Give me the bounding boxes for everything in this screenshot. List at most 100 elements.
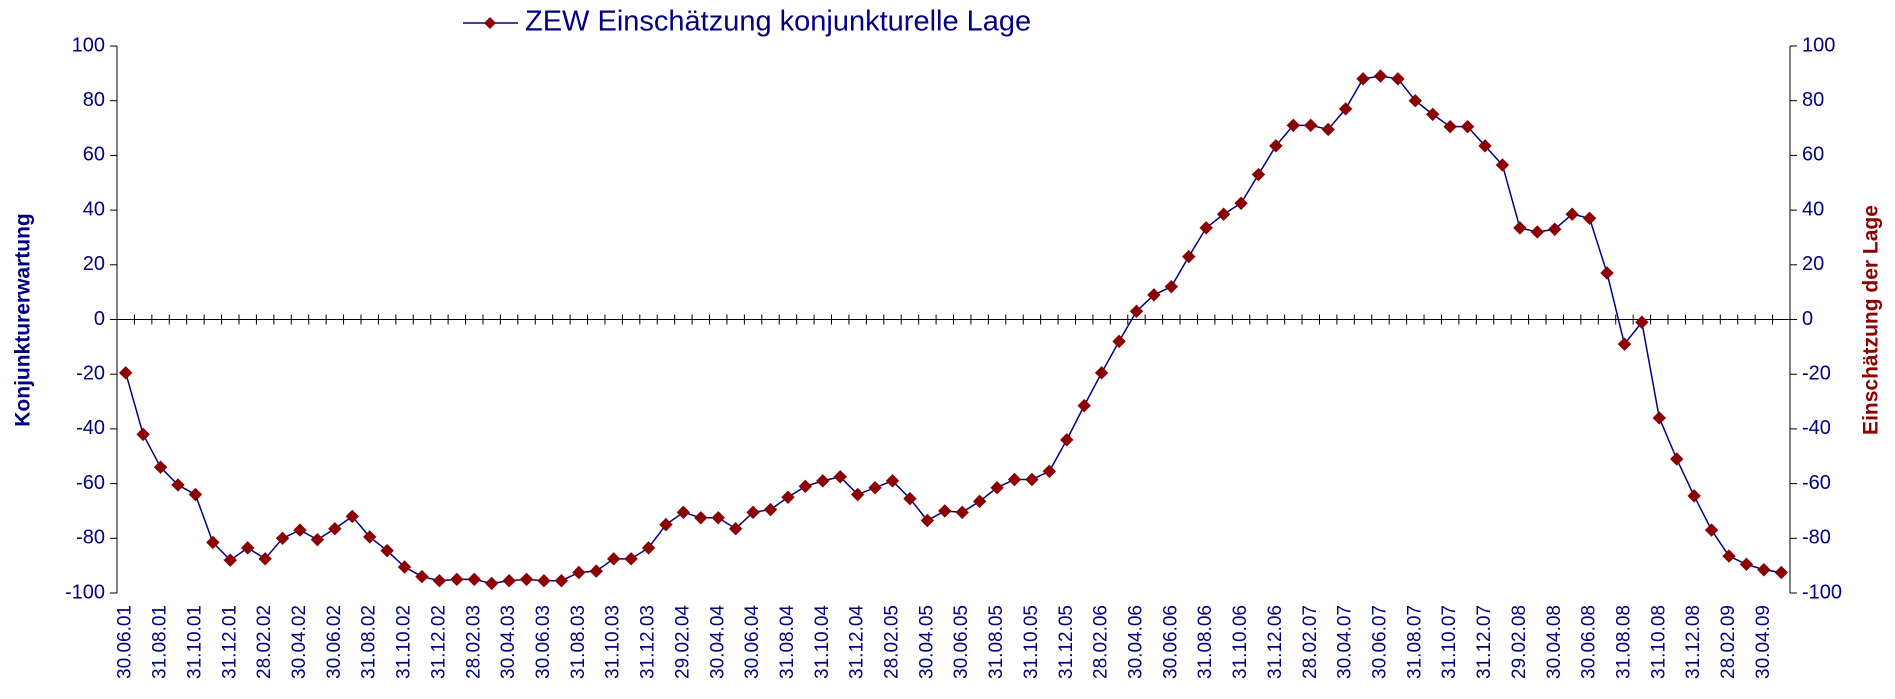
x-tick-label: 31.08.02 [359, 605, 380, 679]
marker [519, 572, 534, 587]
y2-tick-label: 40 [1802, 198, 1824, 220]
marker [746, 505, 760, 520]
marker [711, 511, 725, 525]
x-tick-label: 31.12.02 [428, 605, 449, 679]
y-tick-label: 60 [83, 144, 105, 166]
marker [781, 490, 795, 504]
x-tick-label: 31.08.07 [1404, 605, 1425, 679]
x-tick-label: 31.08.03 [568, 605, 589, 679]
series-line [124, 75, 1782, 585]
marker [136, 427, 150, 442]
marker [938, 504, 952, 518]
y2-tick-label: -80 [1802, 527, 1831, 549]
marker [624, 552, 638, 566]
x-tick-label: 31.12.07 [1474, 605, 1495, 679]
x-tick-label: 30.04.07 [1335, 605, 1356, 679]
marker [694, 511, 708, 525]
marker [415, 569, 429, 584]
marker [171, 478, 185, 492]
marker [1112, 334, 1126, 349]
marker [1356, 72, 1370, 86]
y-tick-label: -80 [76, 527, 105, 549]
y2-tick-label: 20 [1802, 253, 1824, 275]
marker [1722, 549, 1736, 563]
x-tick-label: 30.04.05 [916, 605, 937, 679]
marker [1426, 107, 1440, 122]
marker [763, 502, 778, 517]
marker [728, 522, 743, 536]
marker [1460, 119, 1475, 134]
marker [1042, 464, 1057, 479]
marker [868, 480, 882, 495]
y-tick-label: 0 [94, 308, 105, 330]
y2-tick-label: -20 [1802, 362, 1831, 384]
x-tick-label: 31.12.05 [1056, 605, 1077, 679]
marker [188, 487, 203, 502]
marker [1304, 118, 1318, 133]
x-tick-label: 31.10.06 [1230, 605, 1251, 679]
x-tick-label: 31.10.01 [184, 605, 205, 679]
x-tick-label: 31.08.05 [986, 605, 1007, 679]
x-tick-label: 31.12.06 [1265, 605, 1286, 679]
x-tick-label: 30.06.02 [324, 605, 345, 679]
marker [1286, 118, 1301, 133]
marker [1635, 315, 1649, 329]
x-tick-label: 30.04.06 [1126, 605, 1147, 679]
marker [240, 541, 255, 555]
marker [1321, 122, 1335, 137]
x-tick-label: 28.02.06 [1091, 605, 1112, 679]
x-tick-label: 31.12.08 [1683, 605, 1704, 679]
x-tick-label: 29.02.08 [1509, 605, 1530, 679]
x-tick-label: 30.06.04 [742, 605, 763, 679]
marker [903, 491, 917, 506]
x-tick-label: 31.10.04 [812, 605, 833, 679]
marker [833, 470, 847, 484]
marker [484, 576, 499, 591]
marker [1478, 139, 1492, 153]
marker [1338, 102, 1353, 116]
y2-axis-title: Einschätzung der Lage [1860, 205, 1883, 435]
marker [432, 573, 447, 588]
y-tick-label: 80 [83, 89, 105, 111]
y2-tick-label: -40 [1802, 417, 1831, 439]
marker [223, 553, 237, 567]
x-tick-label: 30.04.09 [1753, 605, 1774, 679]
y-tick-label: -100 [65, 581, 105, 603]
x-tick-label: 31.10.07 [1439, 605, 1460, 679]
x-tick-label: 31.12.01 [219, 605, 240, 679]
marker [1025, 472, 1039, 487]
marker [1408, 93, 1423, 108]
marker [1182, 249, 1196, 264]
x-tick-label: 28.02.07 [1300, 605, 1321, 679]
y-tick-label: -40 [76, 417, 105, 439]
x-tick-label: 30.04.08 [1544, 605, 1565, 679]
marker [1548, 222, 1562, 236]
marker [1600, 266, 1614, 280]
y2-tick-label: 80 [1802, 89, 1824, 111]
marker [1391, 72, 1405, 86]
marker [990, 480, 1004, 495]
x-tick-label: 28.02.05 [882, 605, 903, 679]
legend-marker [484, 17, 496, 29]
marker [502, 573, 516, 588]
marker [885, 474, 900, 488]
y2-tick-label: 0 [1802, 308, 1813, 330]
marker [676, 505, 691, 520]
x-tick-label: 31.10.03 [603, 605, 624, 679]
marker [380, 543, 394, 558]
marker [119, 366, 133, 380]
x-tick-label: 28.02.02 [254, 605, 275, 679]
marker [1774, 565, 1788, 580]
marker [955, 505, 969, 520]
marker [1269, 139, 1283, 153]
y-tick-label: -20 [76, 362, 105, 384]
x-tick-label: 31.12.03 [638, 605, 659, 679]
x-tick-label: 31.12.04 [847, 605, 868, 679]
marker [606, 552, 621, 566]
marker [362, 530, 377, 544]
x-tick-label: 31.10.05 [1021, 605, 1042, 679]
x-tick-label: 31.10.02 [394, 605, 415, 679]
marker [816, 474, 830, 488]
x-tick-label: 30.04.04 [707, 605, 728, 679]
